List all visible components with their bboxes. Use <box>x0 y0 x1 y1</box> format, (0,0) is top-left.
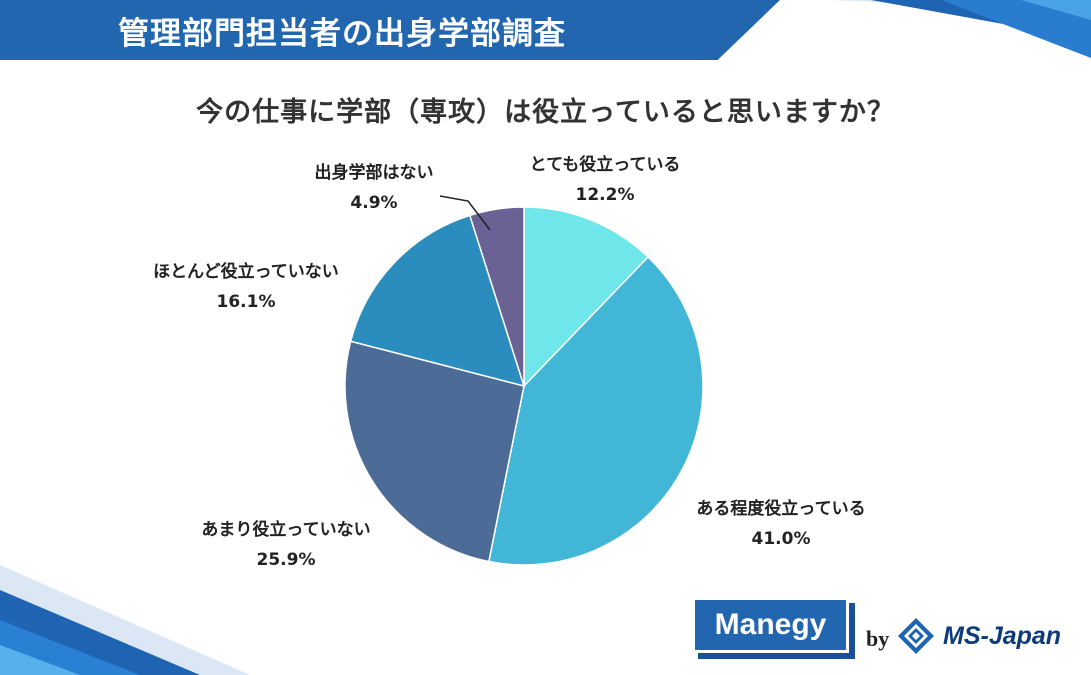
header-band <box>0 0 780 60</box>
slice-category-0: とても役立っている <box>529 155 681 175</box>
ms-japan-logo-text: MS-Japan <box>943 621 1062 650</box>
slice-label-2: あまり役立っていない 25.9% <box>168 515 404 575</box>
slice-value-3: 16.1% <box>216 292 276 312</box>
ms-japan-diamond-logo-icon <box>898 618 934 654</box>
pie-slice-3 <box>349 214 526 388</box>
manegy-logo-text: Manegy <box>692 597 849 653</box>
pie-slice-1 <box>487 255 704 566</box>
slice-value-0: 12.2% <box>575 185 635 205</box>
decorative-corner-bottom-left <box>0 565 250 675</box>
leader-line-4 <box>439 195 491 231</box>
decorative-corner-top-right <box>831 0 1091 58</box>
footer-by-text: by <box>866 626 890 651</box>
slice-category-2: あまり役立っていない <box>201 520 371 540</box>
slice-value-1: 41.0% <box>751 529 811 549</box>
slice-label-4: 出身学部はない 4.9% <box>290 158 458 218</box>
ms-japan-logo: MS-Japan <box>897 614 1077 658</box>
slice-category-1: ある程度役立っている <box>696 499 866 519</box>
survey-question: 今の仕事に学部（専攻）は役立っていると思いますか？ <box>196 97 895 128</box>
slice-label-1: ある程度役立っている 41.0% <box>668 494 894 554</box>
pie-slice-0 <box>523 206 650 388</box>
slice-label-0: とても役立っている 12.2% <box>505 150 705 210</box>
pie-slice-4 <box>468 206 525 387</box>
slice-label-3: ほとんど役立っていない 16.1% <box>108 257 384 317</box>
page-title: 管理部門担当者の出身学部調査 <box>118 16 566 52</box>
slice-value-4: 4.9% <box>350 193 398 213</box>
slice-category-4: 出身学部はない <box>314 163 434 183</box>
manegy-logo: Manegy <box>692 597 855 659</box>
pie-slice-2 <box>344 340 525 563</box>
slice-category-3: ほとんど役立っていない <box>153 262 339 282</box>
slice-value-2: 25.9% <box>256 550 316 570</box>
